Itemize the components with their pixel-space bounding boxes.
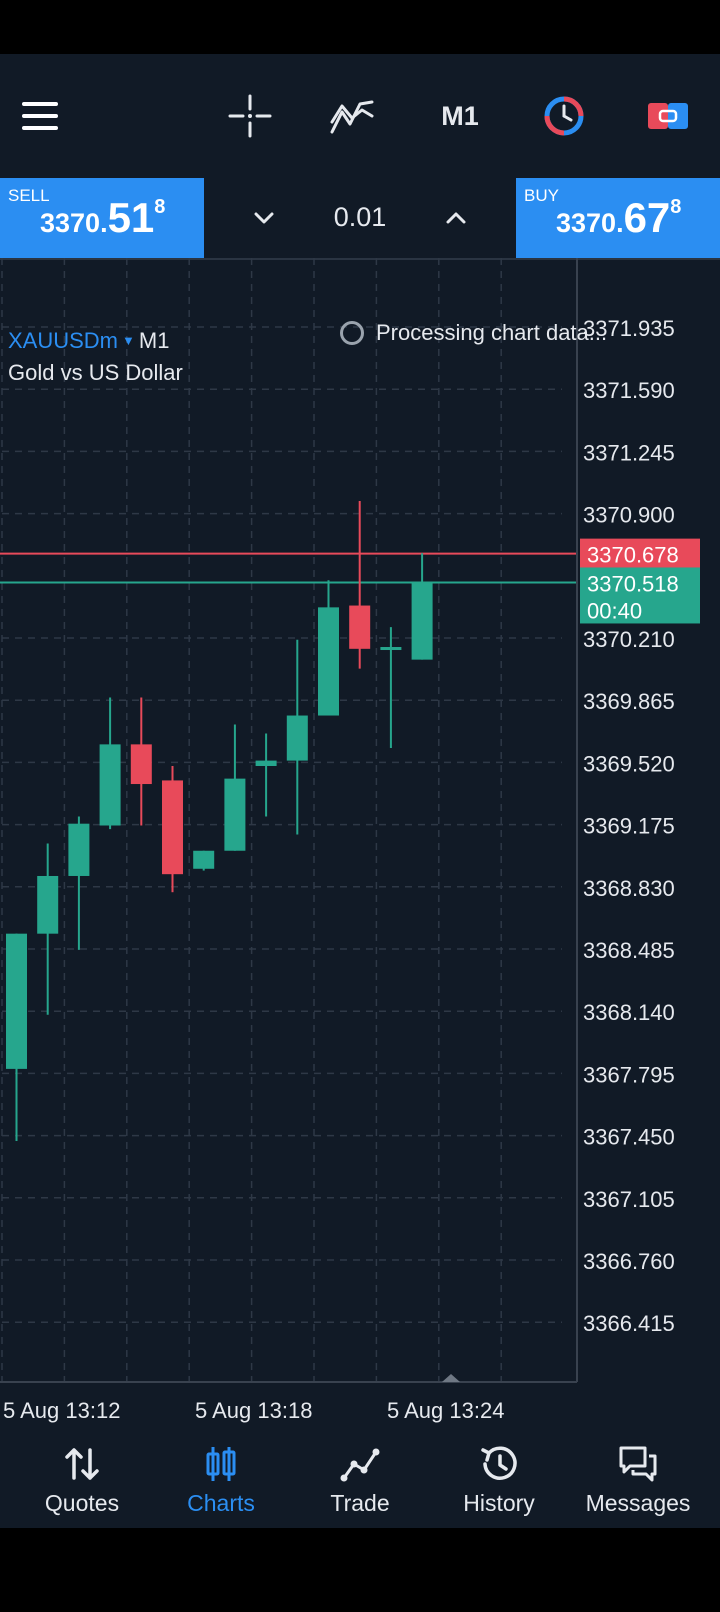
chart-area[interactable]: 3371.935 3371.590 3371.245 3370.900 3370.210… xyxy=(0,258,720,1438)
y-axis-tick-label: 3368.485 xyxy=(583,938,675,963)
history-icon xyxy=(481,1446,517,1480)
y-axis-tick-label: 3371.935 xyxy=(583,316,675,341)
caret-down-icon: ▼ xyxy=(122,333,135,348)
sell-button[interactable]: SELL 3370.518 xyxy=(0,178,204,258)
x-axis-tick-label: 5 Aug 13:12 xyxy=(3,1398,120,1423)
y-axis-tick-label: 3367.450 xyxy=(583,1125,675,1150)
y-axis-tick-label: 3366.415 xyxy=(583,1311,675,1336)
spinner-icon xyxy=(340,321,364,345)
candle-body xyxy=(99,744,121,826)
symbol-name: XAUUSDm xyxy=(8,328,119,353)
messages-icon xyxy=(619,1446,657,1482)
lot-size-input[interactable]: 0.01 xyxy=(333,202,387,232)
quotes-icon xyxy=(65,1448,99,1480)
status-text: Processing chart data... xyxy=(376,320,608,345)
current-bar-marker xyxy=(442,1374,460,1382)
candle-body xyxy=(411,582,433,660)
candle-body xyxy=(68,823,90,876)
nav-history-label: History xyxy=(463,1490,535,1516)
charts-icon xyxy=(206,1447,236,1481)
candle-body xyxy=(130,744,152,785)
y-axis-tick-label: 3371.245 xyxy=(583,440,675,465)
y-axis-tick-label: 3369.175 xyxy=(583,814,675,839)
y-axis-tick-label: 3368.830 xyxy=(583,876,675,901)
chart-timeframe: M1 xyxy=(138,328,170,353)
sell-label: SELL xyxy=(8,186,50,205)
x-axis-tick-label: 5 Aug 13:18 xyxy=(195,1398,312,1423)
crosshair-icon[interactable] xyxy=(226,88,274,144)
one-click-trade-bar: SELL 3370.518 0.01 BUY 3370.678 xyxy=(0,178,720,260)
sell-price: 3370.518 xyxy=(40,194,166,241)
y-axis-tick-label: 3366.760 xyxy=(583,1249,675,1274)
candle-body xyxy=(349,605,371,649)
y-axis-tick-label: 3369.520 xyxy=(583,751,675,776)
color-scheme-icon[interactable] xyxy=(646,88,690,144)
nav-charts[interactable]: Charts xyxy=(149,1438,293,1528)
x-axis-tick-label: 5 Aug 13:24 xyxy=(387,1398,504,1423)
candle-body xyxy=(380,647,402,651)
ask-price-label: 3370.678 xyxy=(587,543,679,568)
indicators-icon[interactable] xyxy=(328,88,376,144)
trade-icon xyxy=(340,1448,380,1482)
bottom-navigation: Quotes Charts Trade xyxy=(0,1438,720,1528)
candle-body xyxy=(193,850,215,869)
lot-decrease-button[interactable] xyxy=(246,200,282,236)
nav-messages-label: Messages xyxy=(585,1490,691,1516)
y-axis-tick-label: 3367.105 xyxy=(583,1187,675,1212)
clock-icon[interactable] xyxy=(542,88,586,144)
nav-messages[interactable]: Messages xyxy=(566,1438,710,1528)
nav-trade[interactable]: Trade xyxy=(288,1438,432,1528)
nav-trade-label: Trade xyxy=(330,1490,390,1516)
y-axis-tick-label: 3367.795 xyxy=(583,1062,675,1087)
processing-status: Processing chart data... xyxy=(340,320,607,346)
candle-body xyxy=(37,875,59,934)
top-toolbar: M1 xyxy=(0,54,720,178)
lot-increase-button[interactable] xyxy=(438,200,474,236)
y-axis-tick-label: 3369.865 xyxy=(583,689,675,714)
y-axis-tick-label: 3370.210 xyxy=(583,627,675,652)
ask-price-tag xyxy=(580,538,700,569)
bid-price-tag xyxy=(580,567,700,624)
menu-icon[interactable] xyxy=(20,88,60,144)
chevron-up-icon xyxy=(446,212,466,224)
candle-body xyxy=(6,933,27,1069)
candle-body xyxy=(318,607,339,716)
nav-charts-label: Charts xyxy=(187,1490,255,1516)
buy-price: 3370.678 xyxy=(556,194,682,241)
price-chart[interactable]: 3371.935 3371.590 3371.245 3370.900 3370.210… xyxy=(0,258,720,1438)
chevron-down-icon xyxy=(254,212,274,224)
candle-body xyxy=(286,715,308,761)
y-axis-tick-label: 3370.900 xyxy=(583,503,675,528)
buy-label: BUY xyxy=(524,186,559,205)
bar-countdown-label: 00:40 xyxy=(587,598,642,623)
candle-body xyxy=(255,760,277,767)
candle-body xyxy=(162,780,183,875)
symbol-description: Gold vs US Dollar xyxy=(8,360,183,385)
app-window: M1 SELL 3370.518 xyxy=(0,54,720,1528)
y-axis-tick-label: 3368.140 xyxy=(583,1000,675,1025)
timeframe-button[interactable]: M1 xyxy=(432,88,488,144)
nav-quotes-label: Quotes xyxy=(44,1490,120,1516)
timeframe-label: M1 xyxy=(441,100,479,131)
nav-history[interactable]: History xyxy=(427,1438,571,1528)
candle-body xyxy=(224,778,246,851)
nav-quotes[interactable]: Quotes xyxy=(10,1438,154,1528)
buy-button[interactable]: BUY 3370.678 xyxy=(516,178,720,258)
y-axis-tick-label: 3371.590 xyxy=(583,378,675,403)
bid-price-label: 3370.518 xyxy=(587,571,679,596)
symbol-selector[interactable]: XAUUSDm ▼ M1 xyxy=(8,328,169,354)
